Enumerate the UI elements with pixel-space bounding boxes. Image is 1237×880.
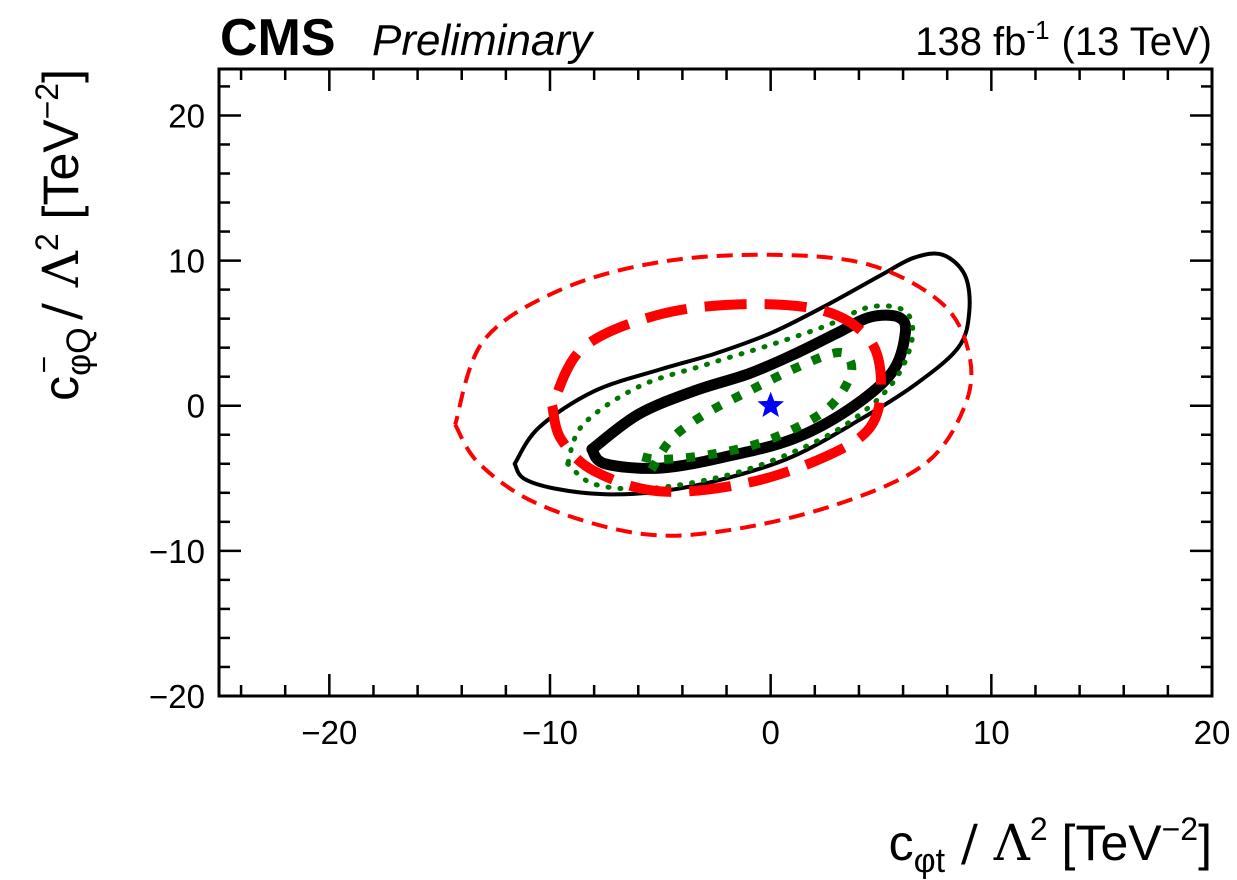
luminosity-exponent: -1 (1026, 15, 1049, 45)
best-fit-star-icon (757, 391, 784, 417)
preliminary-label: Preliminary (372, 16, 595, 65)
luminosity-label: 138 fb-1 (13 TeV) (915, 15, 1212, 64)
best-fit-group (757, 391, 784, 417)
y-tick-label: −10 (149, 533, 205, 570)
contour-red-dashed-thin-95 (453, 252, 974, 538)
contour-red-dashed-thick-68 (547, 299, 886, 497)
contour-green-dotted-95 (565, 303, 916, 492)
x-tick-label: −20 (301, 714, 357, 751)
plot-frame (217, 67, 1214, 698)
contour-black-solid-95 (512, 251, 972, 497)
y-tick-label: −20 (149, 678, 205, 715)
x-axis-title: cφt / Λ2 [TeV−2] (889, 811, 1212, 880)
x-tick-label: 10 (973, 714, 1010, 751)
y-axis-title: cφQ− / Λ2 [TeV−2] (28, 69, 98, 401)
axis-ticks (219, 69, 1214, 698)
x-tick-label: 0 (761, 714, 779, 751)
x-tick-label: 20 (1194, 714, 1231, 751)
contours (453, 251, 974, 538)
y-tick-label: 0 (187, 388, 205, 425)
cms-label: CMS (220, 9, 336, 67)
tick-labels: −20 −10 0 10 20 −20 −10 0 10 20 (149, 97, 1230, 751)
y-tick-label: 20 (168, 97, 205, 134)
luminosity-value: 138 fb (915, 20, 1026, 64)
energy-label: (13 TeV) (1062, 20, 1212, 64)
y-tick-label: 10 (168, 243, 205, 280)
contour-green-dotted-thick-68 (630, 347, 857, 473)
x-tick-label: −10 (522, 714, 578, 751)
contour-black-thick-68 (586, 309, 912, 474)
